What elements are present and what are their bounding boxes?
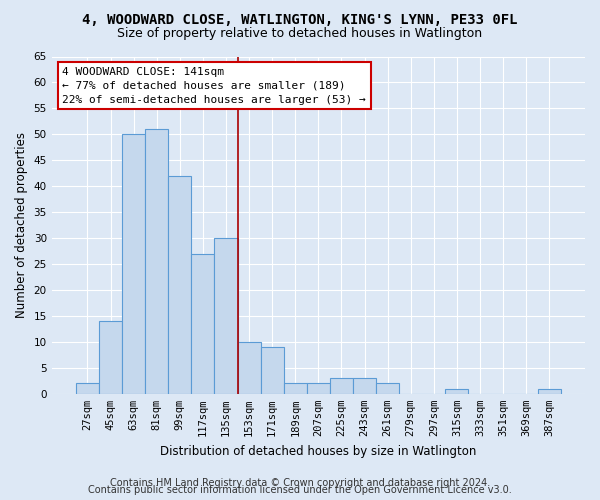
Bar	[168, 176, 191, 394]
Bar	[191, 254, 214, 394]
Bar	[538, 388, 561, 394]
Bar	[214, 238, 238, 394]
Text: 4, WOODWARD CLOSE, WATLINGTON, KING'S LYNN, PE33 0FL: 4, WOODWARD CLOSE, WATLINGTON, KING'S LY…	[82, 12, 518, 26]
Bar	[122, 134, 145, 394]
Bar	[445, 388, 469, 394]
Text: Size of property relative to detached houses in Watlington: Size of property relative to detached ho…	[118, 28, 482, 40]
Bar	[284, 384, 307, 394]
Bar	[376, 384, 399, 394]
Bar	[353, 378, 376, 394]
Y-axis label: Number of detached properties: Number of detached properties	[15, 132, 28, 318]
Bar	[145, 129, 168, 394]
X-axis label: Distribution of detached houses by size in Watlington: Distribution of detached houses by size …	[160, 444, 476, 458]
Bar	[307, 384, 330, 394]
Text: Contains public sector information licensed under the Open Government Licence v3: Contains public sector information licen…	[88, 485, 512, 495]
Bar	[238, 342, 260, 394]
Bar	[330, 378, 353, 394]
Text: 4 WOODWARD CLOSE: 141sqm
← 77% of detached houses are smaller (189)
22% of semi-: 4 WOODWARD CLOSE: 141sqm ← 77% of detach…	[62, 66, 366, 104]
Bar	[99, 321, 122, 394]
Bar	[76, 384, 99, 394]
Bar	[260, 347, 284, 394]
Text: Contains HM Land Registry data © Crown copyright and database right 2024.: Contains HM Land Registry data © Crown c…	[110, 478, 490, 488]
